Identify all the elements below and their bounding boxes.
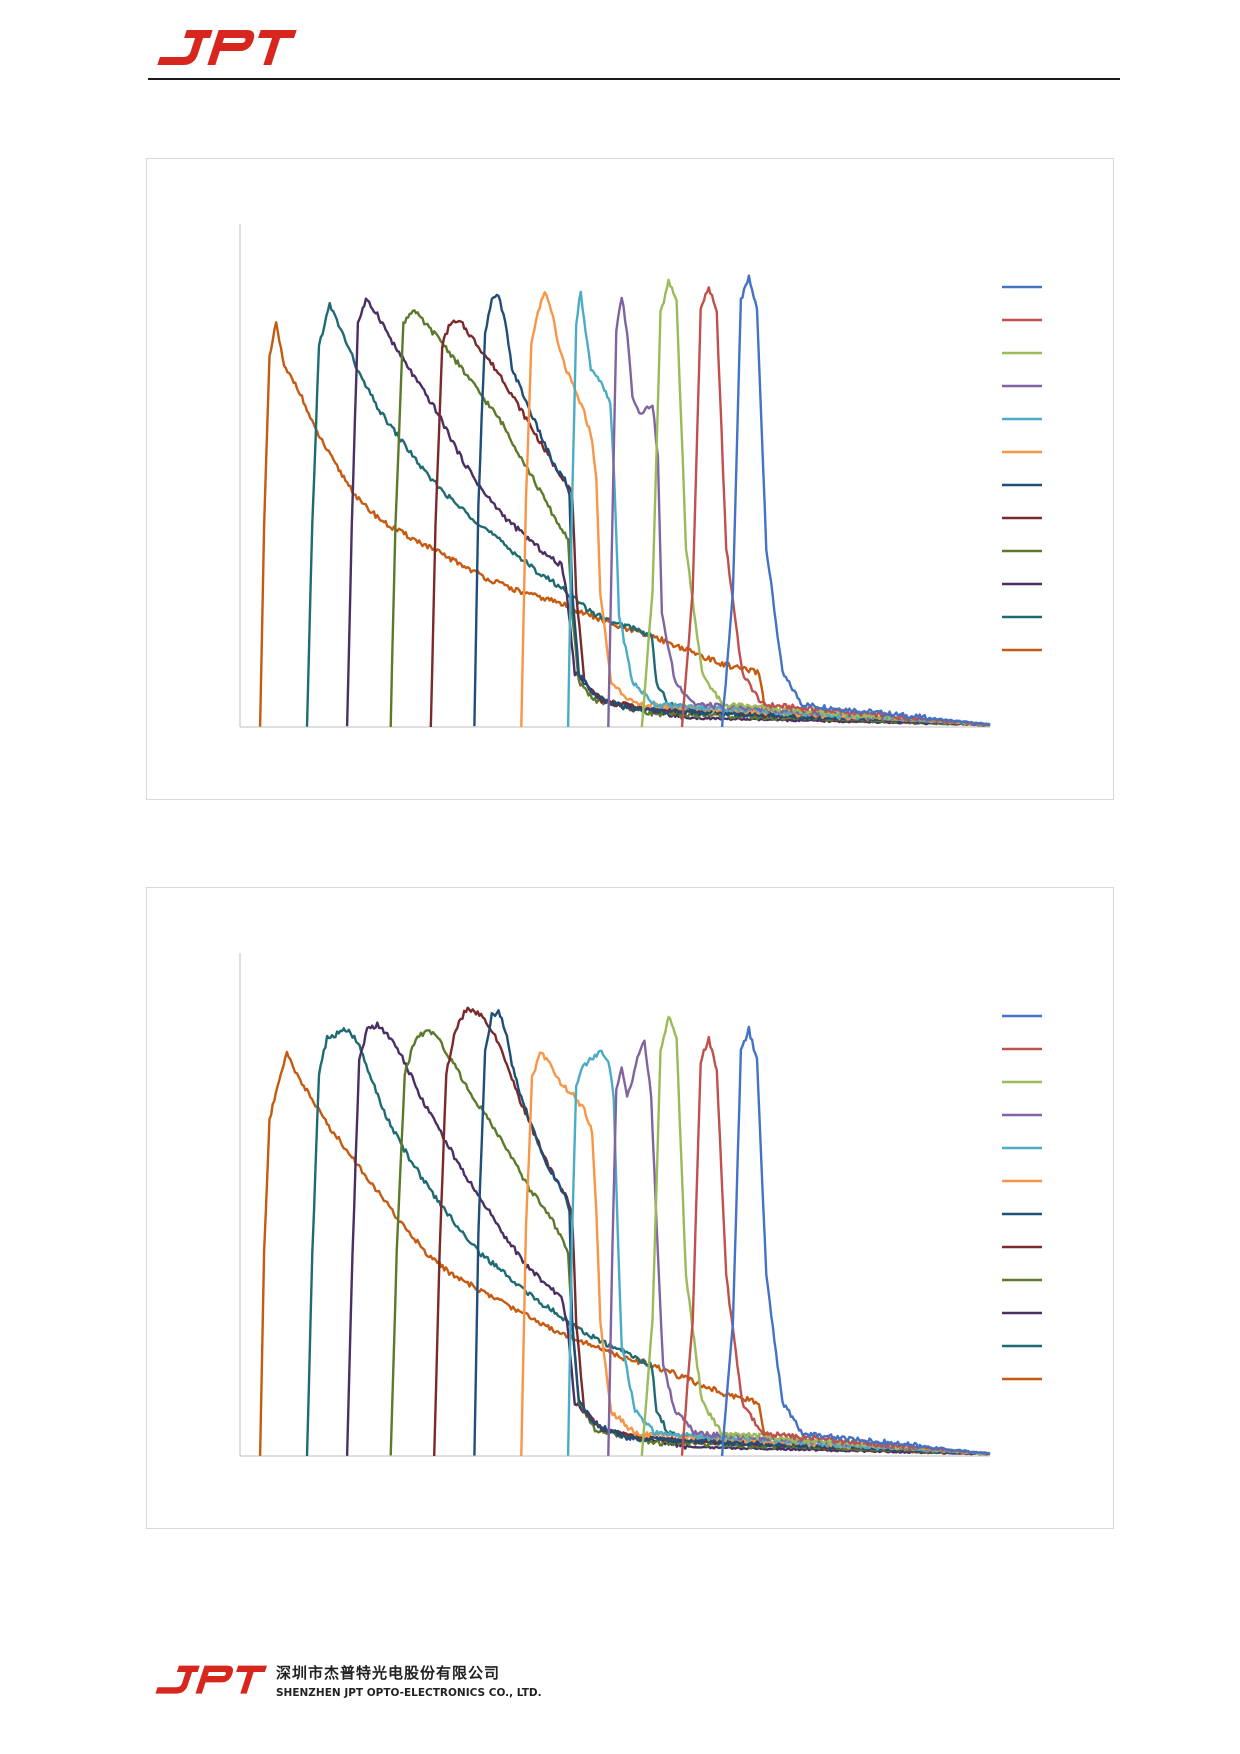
footer: 深圳市杰普特光电股份有限公司 SHENZHEN JPT OPTO-ELECTRO… — [148, 1662, 542, 1704]
chart-panel-2 — [146, 887, 1114, 1529]
line-chart-2 — [239, 953, 1042, 1457]
chart-panel-1 — [146, 158, 1114, 800]
series-line-12 — [258, 1050, 991, 1456]
series-line-5 — [566, 1049, 991, 1456]
series-line-9 — [389, 309, 991, 728]
series-line-9 — [389, 1029, 991, 1456]
company-name-en: SHENZHEN JPT OPTO-ELECTRONICS CO., LTD. — [276, 1687, 542, 1699]
series-line-1 — [720, 274, 991, 728]
series-line-4 — [607, 1039, 991, 1456]
company-name-cn: 深圳市杰普特光电股份有限公司 — [276, 1664, 501, 1682]
series-line-4 — [607, 296, 991, 728]
series-line-6 — [520, 1051, 991, 1457]
series-line-3 — [640, 1015, 991, 1456]
series-line-12 — [258, 321, 991, 727]
series-line-5 — [566, 290, 991, 728]
series-line-6 — [520, 291, 991, 728]
series-line-10 — [345, 1021, 991, 1456]
series-line-10 — [345, 297, 991, 727]
series-line-1 — [720, 1025, 990, 1457]
footer-jpt-logo — [155, 1665, 267, 1694]
jpt-logo — [148, 26, 298, 75]
line-chart-1 — [239, 224, 1042, 728]
series-line-11 — [305, 1027, 991, 1457]
header-rule — [148, 78, 1120, 80]
series-line-7 — [473, 1009, 990, 1456]
series-line-11 — [305, 301, 991, 727]
